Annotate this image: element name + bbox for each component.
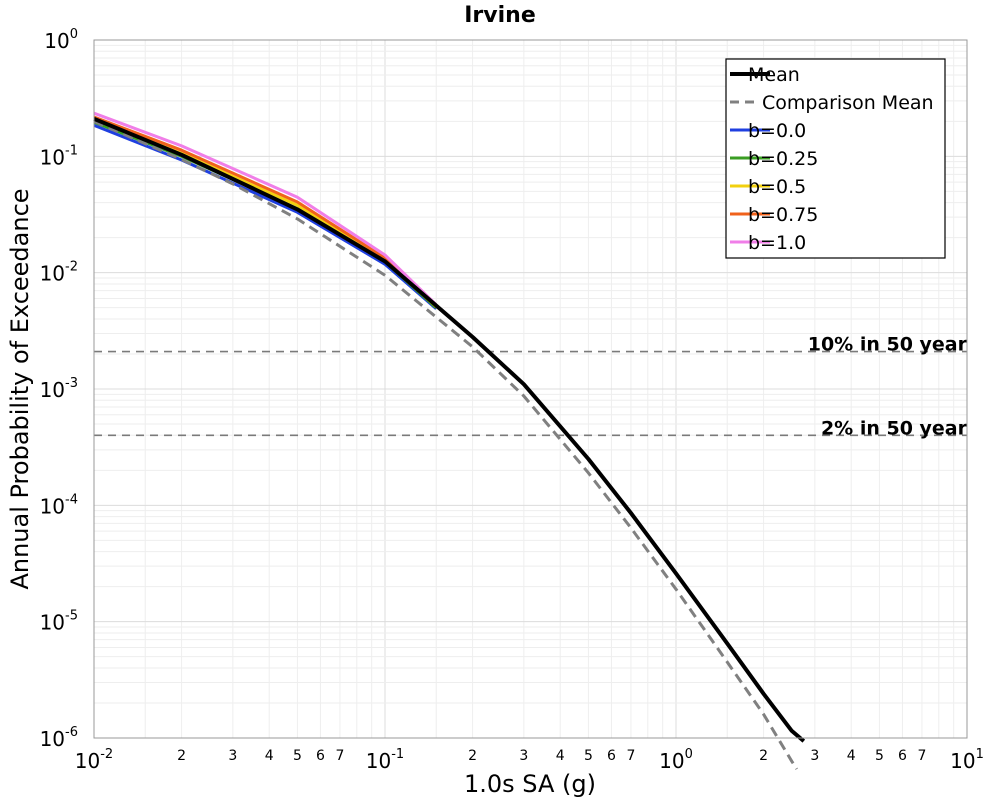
reference-lines: 10% in 50 year 2% in 50 year xyxy=(94,334,968,439)
legend-label: b=0.5 xyxy=(748,176,806,198)
plot-frame xyxy=(93,39,968,739)
series-line-mean xyxy=(93,116,806,743)
x-minor-tick-label: 2 xyxy=(468,748,477,764)
x-axis-title: 1.0s SA (g) xyxy=(464,770,596,798)
x-minor-tick-label: 3 xyxy=(228,748,237,764)
legend-label: b=0.25 xyxy=(748,148,818,170)
x-minor-tick-label: 6 xyxy=(898,748,907,764)
y-axis-title: Annual Probability of Exceedance xyxy=(6,188,34,589)
x-tick-label: 101 xyxy=(950,747,984,773)
x-minor-tick-label: 4 xyxy=(556,748,565,764)
x-minor-tick-label: 3 xyxy=(519,748,528,764)
legend: Mean Comparison Mean b=0.0 b=0.25 b=0.5 b=0.7… xyxy=(725,58,946,259)
x-minor-tick-label: 7 xyxy=(335,748,344,764)
x-minor-tick-label: 7 xyxy=(626,748,635,764)
x-minor-tick-label: 6 xyxy=(316,748,325,764)
grid xyxy=(94,40,967,738)
legend-label: b=1.0 xyxy=(748,232,806,254)
legend-label: Mean xyxy=(748,64,800,86)
x-tick-label: 10-2 xyxy=(75,747,113,773)
series-line-b-1-0 xyxy=(93,111,438,306)
legend-label: b=0.0 xyxy=(748,120,806,142)
y-axis-ticks: 100 10-1 10-2 10-3 10-4 10-5 10-6 xyxy=(40,27,78,751)
y-tick-label: 10-5 xyxy=(40,609,78,635)
legend-label: Comparison Mean xyxy=(762,92,934,114)
x-minor-tick-label: 2 xyxy=(759,748,768,764)
series-lines xyxy=(93,111,806,770)
y-tick-label: 10-1 xyxy=(40,143,78,169)
x-minor-tick-label: 2 xyxy=(177,748,186,764)
x-tick-label: 10-1 xyxy=(366,747,404,773)
series-line-comparison-mean xyxy=(93,119,799,770)
x-minor-tick-label: 5 xyxy=(293,748,302,764)
x-tick-label: 100 xyxy=(659,747,693,773)
reference-line-label: 10% in 50 year xyxy=(808,334,968,356)
reference-line-label: 2% in 50 year xyxy=(821,417,968,439)
x-minor-tick-label: 4 xyxy=(265,748,274,764)
y-tick-label: 10-2 xyxy=(40,260,78,286)
legend-label: b=0.75 xyxy=(748,204,818,226)
y-tick-label: 10-6 xyxy=(40,725,78,751)
x-minor-tick-label: 3 xyxy=(810,748,819,764)
y-tick-label: 10-3 xyxy=(40,376,78,402)
x-minor-tick-label: 4 xyxy=(847,748,856,764)
x-minor-tick-label: 5 xyxy=(875,748,884,764)
chart-title: Irvine xyxy=(464,3,536,28)
x-minor-tick-label: 5 xyxy=(584,748,593,764)
y-tick-label: 100 xyxy=(44,27,78,53)
y-tick-label: 10-4 xyxy=(40,492,78,518)
x-minor-tick-label: 7 xyxy=(917,748,926,764)
x-minor-tick-label: 6 xyxy=(607,748,616,764)
